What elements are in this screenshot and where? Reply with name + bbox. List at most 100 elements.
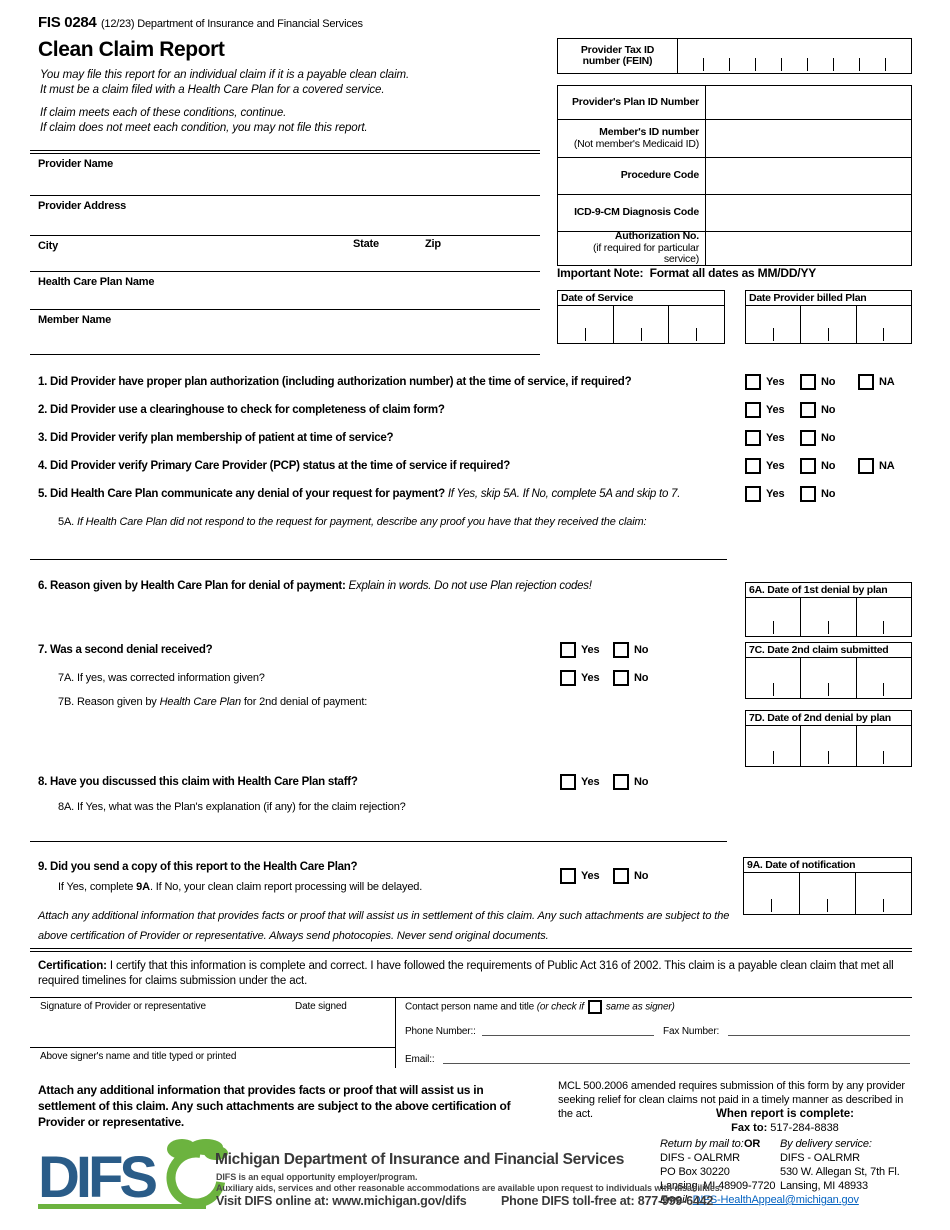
member-id-input[interactable]: [706, 120, 911, 157]
diagnosis-code-input[interactable]: [706, 195, 911, 231]
question-9: 9. Did you send a copy of this report to…: [38, 861, 358, 873]
authorization-no-input[interactable]: [706, 232, 911, 265]
yes-checkbox[interactable]: [745, 374, 761, 390]
yes-checkbox[interactable]: [560, 670, 576, 686]
certification-text: Certification: I certify that this infor…: [38, 960, 894, 987]
option-yes: Yes: [745, 402, 800, 418]
yes-checkbox[interactable]: [745, 458, 761, 474]
signature-field[interactable]: [30, 1000, 395, 1046]
date-dd-cell[interactable]: [799, 873, 855, 914]
question-7a-options: Yes No: [560, 670, 666, 686]
no-checkbox[interactable]: [800, 430, 816, 446]
date-dd-cell[interactable]: [612, 306, 669, 343]
date-yy-cell[interactable]: [855, 306, 911, 343]
or-label: OR: [744, 1138, 761, 1150]
date-yy-cell[interactable]: [855, 873, 911, 914]
fax-input[interactable]: [728, 1022, 910, 1036]
date-second-claim-label: 7C. Date 2nd claim submitted: [746, 643, 911, 658]
yes-checkbox[interactable]: [745, 430, 761, 446]
date-second-claim-box: 7C. Date 2nd claim submitted: [745, 642, 912, 699]
question-2-options: Yes No: [745, 402, 855, 418]
plan-id-input[interactable]: [706, 86, 911, 119]
important-note: Important Note: Format all dates as MM/D…: [557, 266, 817, 280]
date-first-denial-input[interactable]: [746, 598, 911, 636]
no-checkbox[interactable]: [800, 374, 816, 390]
date-of-service-input[interactable]: [558, 306, 724, 343]
no-checkbox[interactable]: [613, 868, 629, 884]
yes-checkbox[interactable]: [745, 402, 761, 418]
yes-checkbox[interactable]: [560, 774, 576, 790]
question-8a-answer-line[interactable]: [30, 841, 727, 842]
date-second-denial-input[interactable]: [746, 726, 911, 766]
date-yy-cell[interactable]: [855, 658, 911, 698]
tick-mark: [827, 328, 829, 341]
fein-digit-cell[interactable]: [885, 58, 911, 71]
yes-checkbox[interactable]: [560, 868, 576, 884]
table-row: Provider's Plan ID Number: [558, 86, 911, 119]
no-checkbox[interactable]: [613, 670, 629, 686]
date-mm-cell[interactable]: [746, 306, 800, 343]
no-checkbox[interactable]: [800, 486, 816, 502]
date-yy-cell[interactable]: [855, 726, 911, 766]
diagnosis-code-label: ICD-9-CM Diagnosis Code: [558, 195, 706, 231]
na-checkbox[interactable]: [858, 458, 874, 474]
procedure-code-input[interactable]: [706, 158, 911, 194]
date-dd-cell[interactable]: [800, 598, 855, 636]
question-8-options: Yes No: [560, 774, 666, 790]
date-mm-cell[interactable]: [558, 306, 613, 343]
form-revision: (12/23) Department of Insurance and Fina…: [100, 18, 363, 30]
city-state-zip-field[interactable]: City State Zip: [30, 235, 540, 271]
fein-input[interactable]: [678, 39, 911, 73]
phone-input[interactable]: [482, 1022, 654, 1036]
date-mm-cell[interactable]: [746, 726, 800, 766]
fein-digit-cell[interactable]: [807, 58, 833, 71]
intro-paragraph-2: If claim meets each of these conditions,…: [40, 106, 368, 135]
option-yes: Yes: [745, 430, 800, 446]
date-dd-cell[interactable]: [800, 726, 855, 766]
tick-mark: [772, 751, 774, 764]
provider-address-field[interactable]: Provider Address: [30, 195, 540, 235]
email-link[interactable]: DIFS-HealthAppeal@michigan.gov: [692, 1194, 859, 1206]
fein-digit-cell[interactable]: [859, 58, 885, 71]
member-name-field[interactable]: Member Name: [30, 309, 540, 354]
no-checkbox[interactable]: [613, 642, 629, 658]
tick-mark: [640, 328, 642, 341]
date-mm-cell[interactable]: [746, 658, 800, 698]
same-as-signer-checkbox[interactable]: [587, 1000, 602, 1014]
phone-label: Phone Number::: [405, 1026, 476, 1037]
fein-digit-cell[interactable]: [703, 58, 729, 71]
date-notification-input[interactable]: [744, 873, 911, 914]
delivery-label: By delivery service:: [780, 1138, 872, 1150]
no-checkbox[interactable]: [800, 402, 816, 418]
date-billed-box: Date Provider billed Plan: [745, 290, 912, 344]
fein-digit-cell[interactable]: [755, 58, 781, 71]
yes-checkbox[interactable]: [560, 642, 576, 658]
date-yy-cell[interactable]: [855, 598, 911, 636]
na-checkbox[interactable]: [858, 374, 874, 390]
yes-checkbox[interactable]: [745, 486, 761, 502]
no-checkbox[interactable]: [800, 458, 816, 474]
fein-digit-cell[interactable]: [678, 58, 703, 71]
date-dd-cell[interactable]: [800, 658, 855, 698]
question-5a-answer-line[interactable]: [30, 559, 727, 560]
logo-underline-bar: [38, 1204, 206, 1209]
date-second-claim-input[interactable]: [746, 658, 911, 698]
fein-digit-cell[interactable]: [729, 58, 755, 71]
plan-name-field[interactable]: Health Care Plan Name: [30, 271, 540, 309]
question-1: 1. Did Provider have proper plan authori…: [38, 376, 632, 388]
provider-name-field[interactable]: Provider Name: [30, 154, 540, 195]
email-input[interactable]: [443, 1050, 910, 1064]
zip-label: Zip: [425, 238, 441, 250]
date-mm-cell[interactable]: [744, 873, 799, 914]
date-mm-cell[interactable]: [746, 598, 800, 636]
fein-box: Provider Tax ID number (FEIN): [557, 38, 912, 74]
fein-digit-cell[interactable]: [781, 58, 807, 71]
date-yy-cell[interactable]: [668, 306, 724, 343]
divider: [30, 1047, 395, 1048]
date-dd-cell[interactable]: [800, 306, 855, 343]
no-checkbox[interactable]: [613, 774, 629, 790]
date-billed-input[interactable]: [746, 306, 911, 343]
fein-digit-cell[interactable]: [833, 58, 859, 71]
member-name-label: Member Name: [38, 314, 111, 326]
footer-attach-note: Attach any additional information that p…: [38, 1083, 511, 1129]
